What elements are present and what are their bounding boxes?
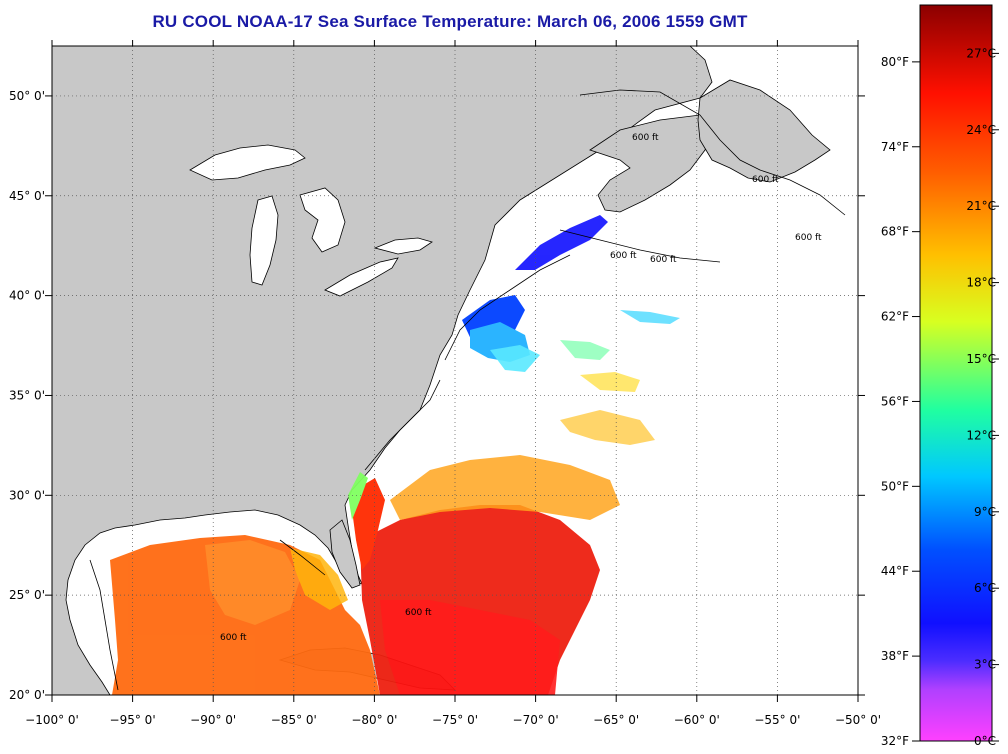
contour-label: 600 ft <box>405 608 432 618</box>
fahrenheit-label: 56°F <box>881 394 909 408</box>
contour-label: 600 ft <box>610 251 637 261</box>
graticule-grid <box>52 46 858 695</box>
fahrenheit-label: 50°F <box>881 479 909 493</box>
longitude-label: −80° 0' <box>351 713 397 727</box>
contour-label: 600 ft <box>795 233 822 243</box>
latitude-label: 25° 0' <box>9 588 45 602</box>
sst-gulf-shelf <box>290 548 348 610</box>
celsius-label: 9°C <box>974 505 996 519</box>
sst-overlay <box>110 215 680 695</box>
longitude-label: −75° 0' <box>432 713 478 727</box>
latitude-label: 40° 0' <box>9 289 45 303</box>
celsius-scale: 27°C 24°C 21°C 18°C 15°C 12°C 9°C 6°C 3°C 0°C <box>966 46 999 748</box>
lake-michigan <box>249 195 279 286</box>
fahrenheit-label: 32°F <box>881 734 909 748</box>
bathymetry-contour-600ft <box>89 89 846 691</box>
maritimes-land <box>589 114 716 213</box>
longitude-axis: −100° 0' −95° 0' −90° 0' −85° 0' −80° 0' −75°… <box>25 40 881 727</box>
celsius-label: 24°C <box>966 123 996 137</box>
celsius-label: 21°C <box>966 199 996 213</box>
lake-superior <box>189 144 306 181</box>
fahrenheit-label: 74°F <box>881 140 909 154</box>
sst-florida-coast <box>352 478 385 570</box>
fahrenheit-scale: 80°F 74°F 68°F 62°F 56°F 50°F 44°F 38°F 32°F <box>881 55 920 748</box>
sst-slope-water <box>490 345 540 372</box>
temperature-colorbar: 80°F 74°F 68°F 62°F 56°F 50°F 44°F 38°F 32°F 27°… <box>881 4 999 748</box>
latitude-label: 35° 0' <box>9 388 45 402</box>
florida-peninsula <box>329 519 361 589</box>
latitude-label: 20° 0' <box>9 688 45 702</box>
sst-offshore-green <box>560 340 610 360</box>
longitude-label: −55° 0' <box>754 713 800 727</box>
lake-ontario <box>373 237 433 255</box>
contour-labels: 600 ft 600 ft 600 ft 600 ft 600 ft 600 f… <box>220 133 822 643</box>
celsius-label: 6°C <box>974 581 996 595</box>
fahrenheit-label: 44°F <box>881 564 909 578</box>
map-panel: 600 ft 600 ft 600 ft 600 ft 600 ft 600 f… <box>52 46 858 695</box>
fahrenheit-label: 80°F <box>881 55 909 69</box>
latitude-label: 30° 0' <box>9 488 45 502</box>
celsius-label: 27°C <box>966 46 996 60</box>
celsius-label: 15°C <box>966 352 996 366</box>
celsius-label: 0°C <box>974 734 996 748</box>
sst-gulf-of-maine <box>515 215 608 270</box>
sst-georgia-coast <box>348 472 368 520</box>
lake-erie <box>324 257 399 297</box>
celsius-label: 3°C <box>974 658 996 672</box>
sst-offshore-yellow <box>580 372 640 392</box>
sst-caribbean-deep <box>380 600 560 695</box>
longitude-label: −65° 0' <box>593 713 639 727</box>
longitude-label: −85° 0' <box>271 713 317 727</box>
longitude-label: −60° 0' <box>674 713 720 727</box>
contour-label: 600 ft <box>650 255 677 265</box>
sst-gulf-stream-mid <box>390 455 620 520</box>
latitude-label: 50° 0' <box>9 89 45 103</box>
sst-offshore-cyan <box>620 310 680 324</box>
fahrenheit-label: 68°F <box>881 225 909 239</box>
contour-label: 600 ft <box>752 175 779 185</box>
longitude-label: −95° 0' <box>110 713 156 727</box>
latitude-axis: 20° 0' 25° 0' 30° 0' 35° 0' 40° 0' 45° 0' 50° … <box>9 89 865 702</box>
contour-label: 600 ft <box>220 633 247 643</box>
longitude-label: −100° 0' <box>25 713 79 727</box>
celsius-label: 12°C <box>966 428 996 442</box>
longitude-label: −70° 0' <box>513 713 559 727</box>
sst-gulf-cool-west <box>205 540 300 625</box>
latitude-label: 45° 0' <box>9 189 45 203</box>
longitude-label: −90° 0' <box>190 713 236 727</box>
fahrenheit-label: 38°F <box>881 649 909 663</box>
lake-huron <box>299 187 346 253</box>
newfoundland-land <box>697 79 831 183</box>
fahrenheit-label: 62°F <box>881 310 909 324</box>
contour-label: 600 ft <box>632 133 659 143</box>
sst-gulf-stream-north <box>560 410 655 445</box>
colorbar-ramp <box>919 4 993 742</box>
celsius-label: 18°C <box>966 276 996 290</box>
longitude-label: −50° 0' <box>835 713 881 727</box>
map-title: RU COOL NOAA-17 Sea Surface Temperature:… <box>152 12 748 31</box>
